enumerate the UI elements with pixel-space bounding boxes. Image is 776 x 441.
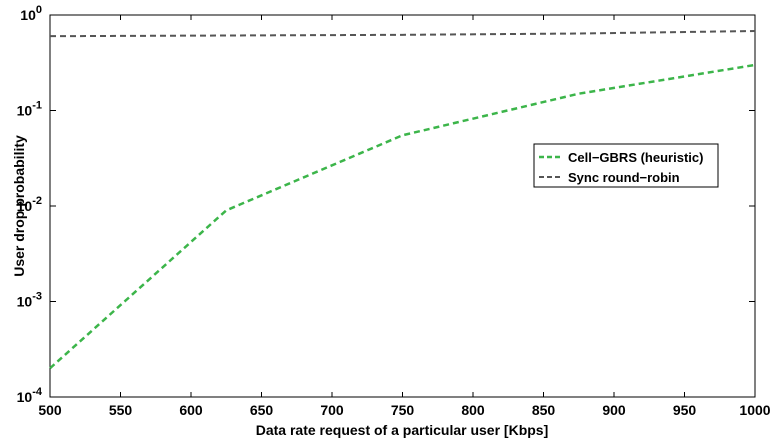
x-tick-label: 600 <box>179 402 203 418</box>
y-tick-label: 100 <box>20 4 42 23</box>
legend-label-cell-gbrs: Cell−GBRS (heuristic) <box>568 150 703 165</box>
y-tick-label: 10-2 <box>17 195 42 214</box>
x-tick-label: 950 <box>673 402 697 418</box>
x-axis-ticks: 500 550 600 650 700 750 800 850 900 950 1000 <box>38 15 771 418</box>
legend: Cell−GBRS (heuristic) Sync round−robin <box>533 143 719 188</box>
x-tick-label: 650 <box>250 402 274 418</box>
y-tick-label: 10-3 <box>17 291 42 310</box>
y-axis-ticks: 100 10-1 10-2 10-3 10-4 <box>17 4 755 405</box>
x-tick-label: 1000 <box>739 402 770 418</box>
legend-label-sync-rr: Sync round−robin <box>568 170 680 185</box>
x-tick-label: 900 <box>602 402 626 418</box>
y-tick-label: 10-1 <box>17 100 42 119</box>
series-layer <box>49 29 756 370</box>
y-tick-label: 10-4 <box>17 386 43 405</box>
x-axis-label: Data rate request of a particular user [… <box>256 422 549 438</box>
legend-box <box>533 143 719 188</box>
y-axis-label: User drop probability <box>11 135 27 277</box>
plot-area <box>49 14 756 398</box>
x-tick-label: 850 <box>532 402 556 418</box>
x-tick-label: 500 <box>38 402 62 418</box>
x-tick-label: 800 <box>461 402 485 418</box>
x-tick-label: 700 <box>320 402 344 418</box>
x-tick-label: 550 <box>109 402 133 418</box>
x-tick-label: 750 <box>391 402 415 418</box>
series-line-1 <box>49 29 756 38</box>
